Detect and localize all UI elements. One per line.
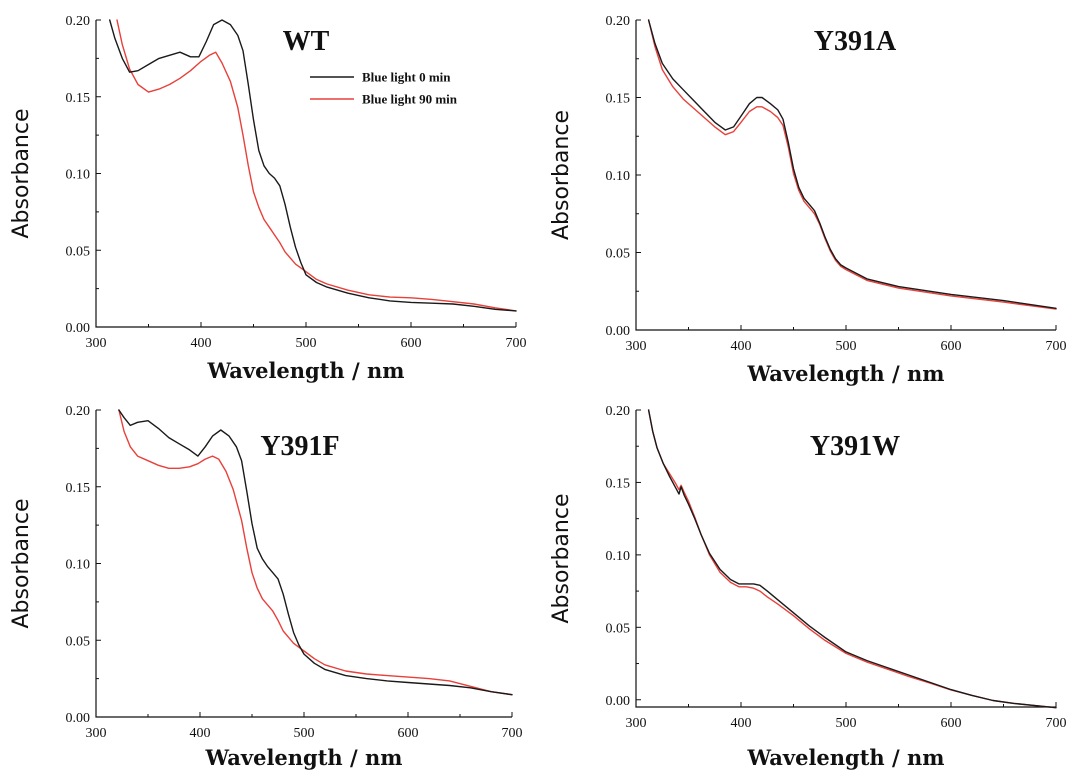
x-tick-label: 700 [506,336,527,351]
x-axis-title: Wavelength / nm [207,358,405,383]
y-tick-label: 0.00 [606,694,631,709]
y-tick-label: 0.05 [66,244,91,259]
y-tick-label: 0.10 [66,558,91,573]
x-axis-title: Wavelength / nm [747,361,945,386]
y-tick-label: 0.10 [606,169,631,184]
series-line-0min [647,409,1057,709]
panel-title: Y391W [810,431,900,462]
y-tick-label: 0.00 [606,324,631,339]
y-tick-label: 0.10 [66,168,91,183]
x-tick-label: 700 [1046,339,1067,354]
y-tick-label: 0.20 [606,404,631,419]
x-tick-label: 400 [190,726,211,741]
series-line-90min [118,409,513,696]
x-tick-label: 600 [941,716,962,731]
x-tick-label: 400 [191,336,212,351]
x-tick-label: 500 [836,716,857,731]
series-line-90min [647,19,1057,310]
y-tick-label: 0.00 [66,711,91,726]
y-axis-title: Absorbance [9,108,34,238]
x-tick-label: 500 [836,339,857,354]
axis-frame [95,20,516,328]
x-tick-label: 600 [401,336,422,351]
y-axis-title: Absorbance [549,493,574,623]
x-axis-title: Wavelength / nm [205,745,403,770]
y-tick-label: 0.20 [606,14,631,29]
x-axis-title: Wavelength / nm [747,745,945,770]
x-tick-label: 300 [626,716,647,731]
y-tick-label: 0.15 [66,481,91,496]
panel-title: Y391F [260,431,339,462]
panel-title: Y391A [814,26,897,57]
y-tick-label: 0.15 [606,92,631,107]
y-tick-label: 0.00 [66,321,91,336]
x-tick-label: 700 [1046,716,1067,731]
x-tick-label: 300 [86,336,107,351]
x-tick-label: 700 [502,726,523,741]
series-line-0min [109,19,517,312]
y-tick-label: 0.05 [66,634,91,649]
y-tick-label: 0.20 [66,404,91,419]
series-line-90min [116,19,517,312]
y-tick-label: 0.05 [606,247,631,262]
panel-y391w: 300 400 500 600 700 0.00 0.05 0.10 0.15 0.20 Wavel… [549,404,1067,770]
series-line-0min [647,19,1057,309]
y-tick-label: 0.10 [606,549,631,564]
panel-wt: 300 400 500 600 700 0.00 0.05 0.10 0.15 0.20 Wavel… [9,14,527,383]
series-line-0min [118,409,513,696]
y-axis-title: Absorbance [549,110,574,240]
x-tick-label: 500 [294,726,315,741]
x-tick-label: 600 [398,726,419,741]
x-tick-label: 400 [731,716,752,731]
panel-y391a: 300 400 500 600 700 0.00 0.05 0.10 0.15 0.20 Wavel… [549,14,1067,386]
x-tick-label: 500 [296,336,317,351]
y-axis-title: Absorbance [9,498,34,628]
legend-label: Blue light 0 min [362,70,451,85]
axis-frame [635,20,1056,331]
x-tick-label: 600 [941,339,962,354]
y-tick-label: 0.05 [606,621,631,636]
y-tick-label: 0.15 [66,91,91,106]
x-tick-label: 300 [626,339,647,354]
panel-y391f: 300 400 500 600 700 0.00 0.05 0.10 0.15 0.20 Wavel… [9,404,523,770]
x-tick-label: 400 [731,339,752,354]
legend-label: Blue light 90 min [362,92,458,107]
y-tick-label: 0.15 [606,476,631,491]
panel-title: WT [283,26,330,57]
y-tick-label: 0.20 [66,14,91,29]
x-tick-label: 300 [86,726,107,741]
